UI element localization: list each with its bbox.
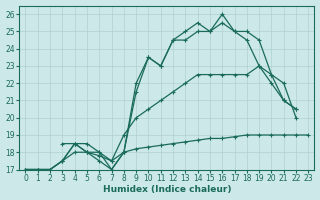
- X-axis label: Humidex (Indice chaleur): Humidex (Indice chaleur): [103, 185, 231, 194]
